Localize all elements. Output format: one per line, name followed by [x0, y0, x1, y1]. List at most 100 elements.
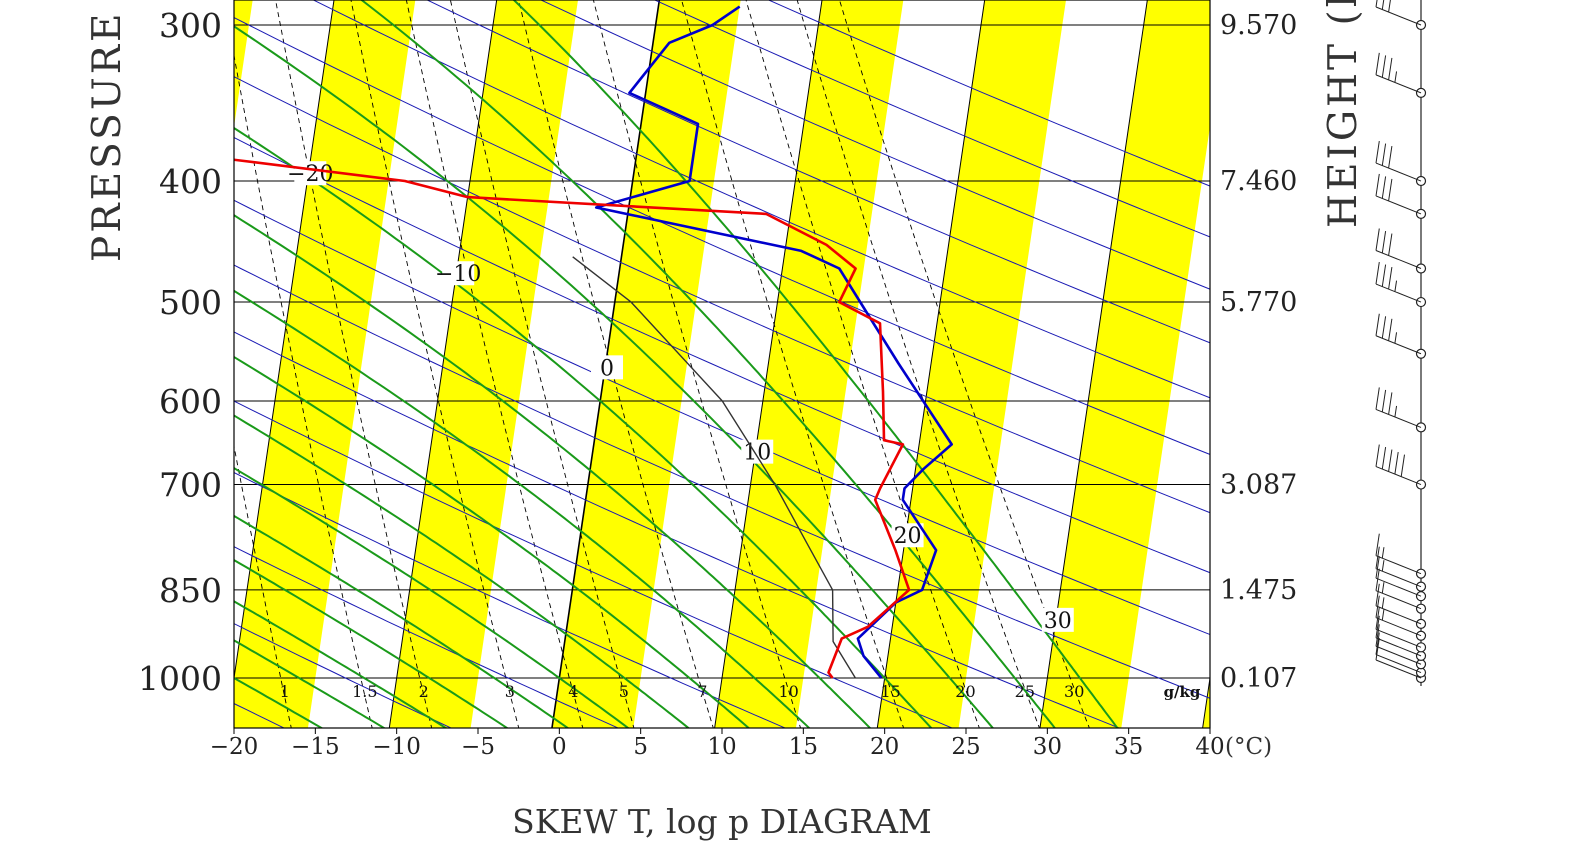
moist-adiabat-line	[234, 126, 933, 728]
pressure-label: 850	[159, 571, 222, 610]
isotherm-label: 20	[894, 524, 922, 549]
wind-barb-staff	[1375, 408, 1422, 428]
mixing-ratio-line	[275, 0, 433, 728]
wind-barb-feather	[1388, 318, 1393, 341]
dry-adiabat-line	[426, 0, 1210, 344]
isotherm-label: 10	[743, 441, 771, 466]
wind-barb-staff	[1375, 283, 1422, 303]
wind-barb-staff	[1375, 466, 1422, 486]
parcel-path-line	[572, 256, 856, 679]
mixing-ratio-line	[518, 0, 714, 728]
mixing-ratio-label: 15	[880, 682, 900, 701]
wind-barb-feather	[1388, 0, 1391, 13]
x-tick-label: 40	[1195, 734, 1224, 760]
wind-barb-feather	[1375, 313, 1380, 336]
dry-adiabat-line	[234, 76, 1210, 514]
wind-barb-staff	[1375, 577, 1422, 597]
dewpoint-line	[234, 158, 911, 679]
mixing-ratio-line	[796, 0, 1040, 728]
wind-barb-staff	[1375, 645, 1422, 665]
mixing-ratio-label: 10	[779, 682, 799, 701]
mixing-ratio-label: 20	[955, 682, 975, 701]
pressure-label: 400	[159, 162, 222, 201]
wind-barb-feather	[1388, 267, 1393, 290]
wind-barb-feather	[1375, 228, 1380, 251]
left-axis-label: PRESSURE (	[85, 0, 130, 262]
wind-barb-feather	[1375, 637, 1380, 661]
wind-barb-feather	[1388, 178, 1393, 202]
moist-adiabat-line	[512, 0, 1119, 728]
isotherm-label-bg	[891, 523, 924, 548]
wind-barb-staff	[1375, 637, 1422, 657]
dry-adiabat-line	[234, 331, 1121, 728]
wind-barb-feather	[1381, 389, 1387, 412]
height-label: 7.460	[1220, 166, 1297, 197]
wind-barb-feather	[1375, 533, 1380, 556]
wind-barb-feather	[1375, 140, 1380, 164]
wind-barb-feather	[1375, 546, 1380, 569]
mixing-ratio-line	[592, 0, 802, 728]
wind-barb-feather	[1381, 316, 1387, 339]
wind-barb-feather	[1388, 145, 1393, 169]
mixing-ratio-line	[681, 0, 905, 728]
wind-barb-feather	[1375, 261, 1380, 285]
x-tick-label: −15	[291, 734, 340, 760]
wind-barb-feather	[1394, 280, 1398, 292]
dry-adiabat-line	[234, 546, 620, 728]
x-unit-label: (°C)	[1225, 734, 1272, 760]
wind-barb-staff	[1375, 162, 1422, 182]
mixing-ratio-label: 25	[1015, 682, 1035, 701]
mixing-ratio-line	[745, 0, 980, 728]
wind-barb-staff	[1375, 590, 1422, 610]
wind-barb-feather	[1388, 392, 1393, 415]
temperature-band	[877, 0, 1067, 728]
wind-barb-feather	[1375, 444, 1380, 467]
mixing-ratio-label: 1	[280, 682, 290, 701]
x-tick-label: −10	[372, 734, 421, 760]
wind-barb-feather	[1394, 405, 1398, 418]
wind-barb-staff	[1375, 605, 1422, 625]
mixing-ratio-label: 7	[697, 682, 707, 701]
x-tick-label: 0	[552, 734, 567, 760]
moist-adiabat-line	[359, 0, 1057, 728]
wind-barb-feather	[1394, 452, 1399, 475]
dry-adiabat-line	[234, 472, 787, 728]
x-tick-label: 10	[707, 734, 736, 760]
height-label: 9.570	[1220, 10, 1297, 41]
wind-barb-feather	[1394, 332, 1398, 344]
pressure-label: 500	[159, 283, 222, 322]
isotherm-label-bg	[1041, 607, 1074, 632]
isotherm-line	[234, 0, 335, 682]
wind-barb-feather	[1381, 560, 1385, 572]
dry-adiabat-line	[234, 16, 1210, 455]
wind-barb-column	[1375, 0, 1427, 686]
mixing-ratio-label: 5	[619, 682, 629, 701]
wind-barb-feather	[1375, 615, 1380, 638]
mixing-ratio-line	[449, 0, 635, 728]
wind-barb-feather	[1381, 0, 1385, 10]
moist-adiabat-line	[234, 414, 690, 728]
temperature-band	[234, 0, 416, 728]
dry-adiabat-line	[234, 623, 453, 728]
wind-barb-feather	[1388, 233, 1393, 256]
wind-barb-feather	[1375, 583, 1380, 606]
wind-barb-feather	[1381, 547, 1385, 559]
isotherm-label: −10	[435, 262, 481, 287]
mixing-ratio-line	[405, 0, 584, 728]
isotherm-label: 0	[600, 356, 614, 381]
x-tick-label: 15	[789, 734, 818, 760]
isotherm-label-bg	[294, 161, 327, 186]
wind-barb-feather	[1375, 624, 1380, 647]
wind-barb-staff	[1375, 335, 1422, 355]
wind-barb-feather	[1375, 387, 1380, 410]
wind-barb-feather	[1388, 57, 1393, 80]
dry-adiabat-line	[312, 0, 1210, 399]
wind-barb-feather	[1381, 143, 1387, 166]
wind-barb-feather	[1375, 173, 1380, 196]
dry-adiabat-line	[653, 0, 1210, 238]
dry-adiabat-line	[234, 199, 1210, 636]
x-tick-label: −5	[461, 734, 495, 760]
moist-adiabat-line	[234, 639, 386, 728]
